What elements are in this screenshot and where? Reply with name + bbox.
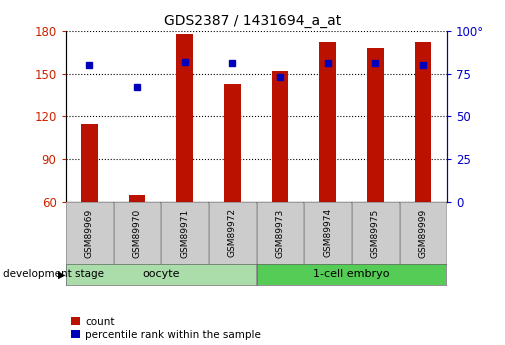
Text: GSM89973: GSM89973 xyxy=(276,208,285,257)
Text: oocyte: oocyte xyxy=(142,269,180,279)
Bar xyxy=(415,42,431,202)
Bar xyxy=(224,84,241,202)
Bar xyxy=(81,124,98,202)
Text: GSM89999: GSM89999 xyxy=(419,208,428,257)
Text: ▶: ▶ xyxy=(58,269,66,279)
Bar xyxy=(367,48,384,202)
Legend: count, percentile rank within the sample: count, percentile rank within the sample xyxy=(71,317,261,340)
Text: GDS2387 / 1431694_a_at: GDS2387 / 1431694_a_at xyxy=(164,14,341,28)
Text: GSM89975: GSM89975 xyxy=(371,208,380,257)
Text: 1-cell embryo: 1-cell embryo xyxy=(314,269,390,279)
Text: GSM89972: GSM89972 xyxy=(228,208,237,257)
Text: development stage: development stage xyxy=(3,269,104,279)
Bar xyxy=(272,71,288,202)
Text: GSM89971: GSM89971 xyxy=(180,208,189,257)
Bar xyxy=(129,195,145,202)
Bar xyxy=(320,42,336,202)
Text: GSM89970: GSM89970 xyxy=(133,208,141,257)
Text: GSM89969: GSM89969 xyxy=(85,208,94,257)
Bar xyxy=(176,34,193,202)
Text: GSM89974: GSM89974 xyxy=(323,208,332,257)
